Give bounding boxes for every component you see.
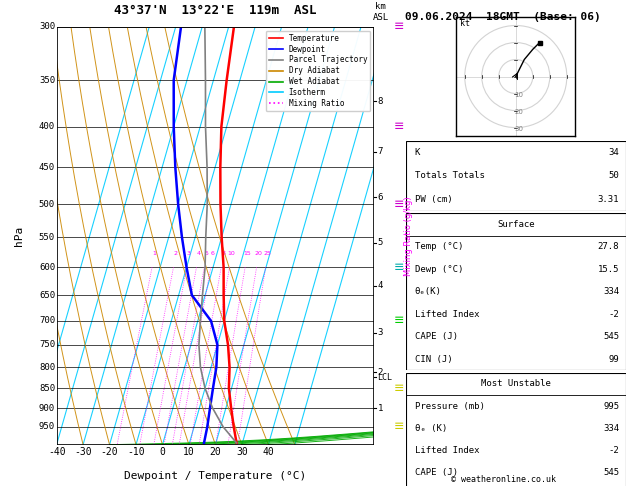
Text: 8: 8 <box>377 97 383 106</box>
Text: 950: 950 <box>39 422 55 432</box>
Text: 900: 900 <box>39 403 55 413</box>
Text: 995: 995 <box>603 401 619 411</box>
Text: 10: 10 <box>228 251 235 256</box>
Text: Surface: Surface <box>497 220 535 229</box>
Text: 43°37'N  13°22'E  119m  ASL: 43°37'N 13°22'E 119m ASL <box>114 4 316 17</box>
Text: Most Unstable: Most Unstable <box>481 380 551 388</box>
Text: 600: 600 <box>39 263 55 272</box>
Text: CAPE (J): CAPE (J) <box>415 469 457 478</box>
Text: 400: 400 <box>39 122 55 131</box>
Text: km
ASL: km ASL <box>372 2 389 22</box>
Text: -10: -10 <box>127 447 145 457</box>
Text: hPa: hPa <box>14 226 24 246</box>
Text: 750: 750 <box>39 340 55 349</box>
Text: CIN (J): CIN (J) <box>415 355 452 364</box>
Text: kt: kt <box>460 18 470 28</box>
Text: 30: 30 <box>236 447 248 457</box>
Text: -2: -2 <box>608 446 619 455</box>
Text: 1: 1 <box>377 403 383 413</box>
Text: Totals Totals: Totals Totals <box>415 172 484 180</box>
Text: 450: 450 <box>39 163 55 172</box>
Text: 700: 700 <box>39 316 55 325</box>
Text: 6: 6 <box>377 192 383 202</box>
Text: 4: 4 <box>197 251 201 256</box>
Text: Temp (°C): Temp (°C) <box>415 243 463 251</box>
Text: 350: 350 <box>39 76 55 85</box>
Text: Lifted Index: Lifted Index <box>415 310 479 319</box>
Text: 300: 300 <box>39 22 55 31</box>
Text: 10: 10 <box>515 92 524 98</box>
Text: 650: 650 <box>39 291 55 300</box>
Text: Mixing Ratio (g/kg): Mixing Ratio (g/kg) <box>404 196 413 276</box>
Text: 6: 6 <box>211 251 214 256</box>
Text: 500: 500 <box>39 200 55 208</box>
Text: -2: -2 <box>608 310 619 319</box>
Text: θₑ (K): θₑ (K) <box>415 424 447 433</box>
Text: ≡: ≡ <box>394 261 404 274</box>
Text: 2: 2 <box>174 251 178 256</box>
Text: 545: 545 <box>603 469 619 478</box>
Text: 4: 4 <box>377 281 383 291</box>
Text: 40: 40 <box>262 447 274 457</box>
Text: 20: 20 <box>515 109 523 115</box>
Text: -30: -30 <box>74 447 92 457</box>
Text: 3.31: 3.31 <box>598 195 619 204</box>
Text: Dewp (°C): Dewp (°C) <box>415 265 463 274</box>
Text: ≡: ≡ <box>394 314 404 328</box>
Text: ≡: ≡ <box>394 382 404 395</box>
Text: PW (cm): PW (cm) <box>415 195 452 204</box>
Text: © weatheronline.co.uk: © weatheronline.co.uk <box>451 474 555 484</box>
Bar <box>57 27 374 445</box>
Text: Dewpoint / Temperature (°C): Dewpoint / Temperature (°C) <box>125 471 306 482</box>
Text: 3: 3 <box>377 328 383 337</box>
Text: ≡: ≡ <box>394 120 404 133</box>
Legend: Temperature, Dewpoint, Parcel Trajectory, Dry Adiabat, Wet Adiabat, Isotherm, Mi: Temperature, Dewpoint, Parcel Trajectory… <box>266 31 370 111</box>
Text: Pressure (mb): Pressure (mb) <box>415 401 484 411</box>
Text: 09.06.2024  18GMT  (Base: 06): 09.06.2024 18GMT (Base: 06) <box>405 12 601 22</box>
Text: 50: 50 <box>608 172 619 180</box>
Text: 5: 5 <box>377 238 383 247</box>
Text: 7: 7 <box>377 147 383 156</box>
Text: -20: -20 <box>101 447 118 457</box>
Text: 1: 1 <box>152 251 156 256</box>
Text: 27.8: 27.8 <box>598 243 619 251</box>
Text: 3: 3 <box>187 251 191 256</box>
Text: 334: 334 <box>603 424 619 433</box>
Text: 0: 0 <box>160 447 165 457</box>
Text: 2: 2 <box>377 368 383 377</box>
Text: 15.5: 15.5 <box>598 265 619 274</box>
Text: Lifted Index: Lifted Index <box>415 446 479 455</box>
Text: 10: 10 <box>183 447 195 457</box>
Text: ≡: ≡ <box>394 198 404 210</box>
Text: 8: 8 <box>221 251 225 256</box>
Text: 5: 5 <box>204 251 208 256</box>
Text: 850: 850 <box>39 384 55 393</box>
Text: 34: 34 <box>608 148 619 157</box>
Text: 25: 25 <box>264 251 272 256</box>
Text: 15: 15 <box>243 251 251 256</box>
Text: θₑ(K): θₑ(K) <box>415 287 442 296</box>
Text: K: K <box>415 148 420 157</box>
Text: ≡: ≡ <box>394 20 404 33</box>
Text: LCL: LCL <box>377 373 392 382</box>
Text: CAPE (J): CAPE (J) <box>415 332 457 341</box>
Text: 334: 334 <box>603 287 619 296</box>
Text: 99: 99 <box>608 355 619 364</box>
Text: 545: 545 <box>603 332 619 341</box>
Text: 20: 20 <box>255 251 262 256</box>
Text: 30: 30 <box>515 126 524 132</box>
Text: 20: 20 <box>209 447 221 457</box>
Text: ≡: ≡ <box>394 420 404 434</box>
Text: 550: 550 <box>39 233 55 242</box>
Text: -40: -40 <box>48 447 65 457</box>
Text: 800: 800 <box>39 363 55 372</box>
